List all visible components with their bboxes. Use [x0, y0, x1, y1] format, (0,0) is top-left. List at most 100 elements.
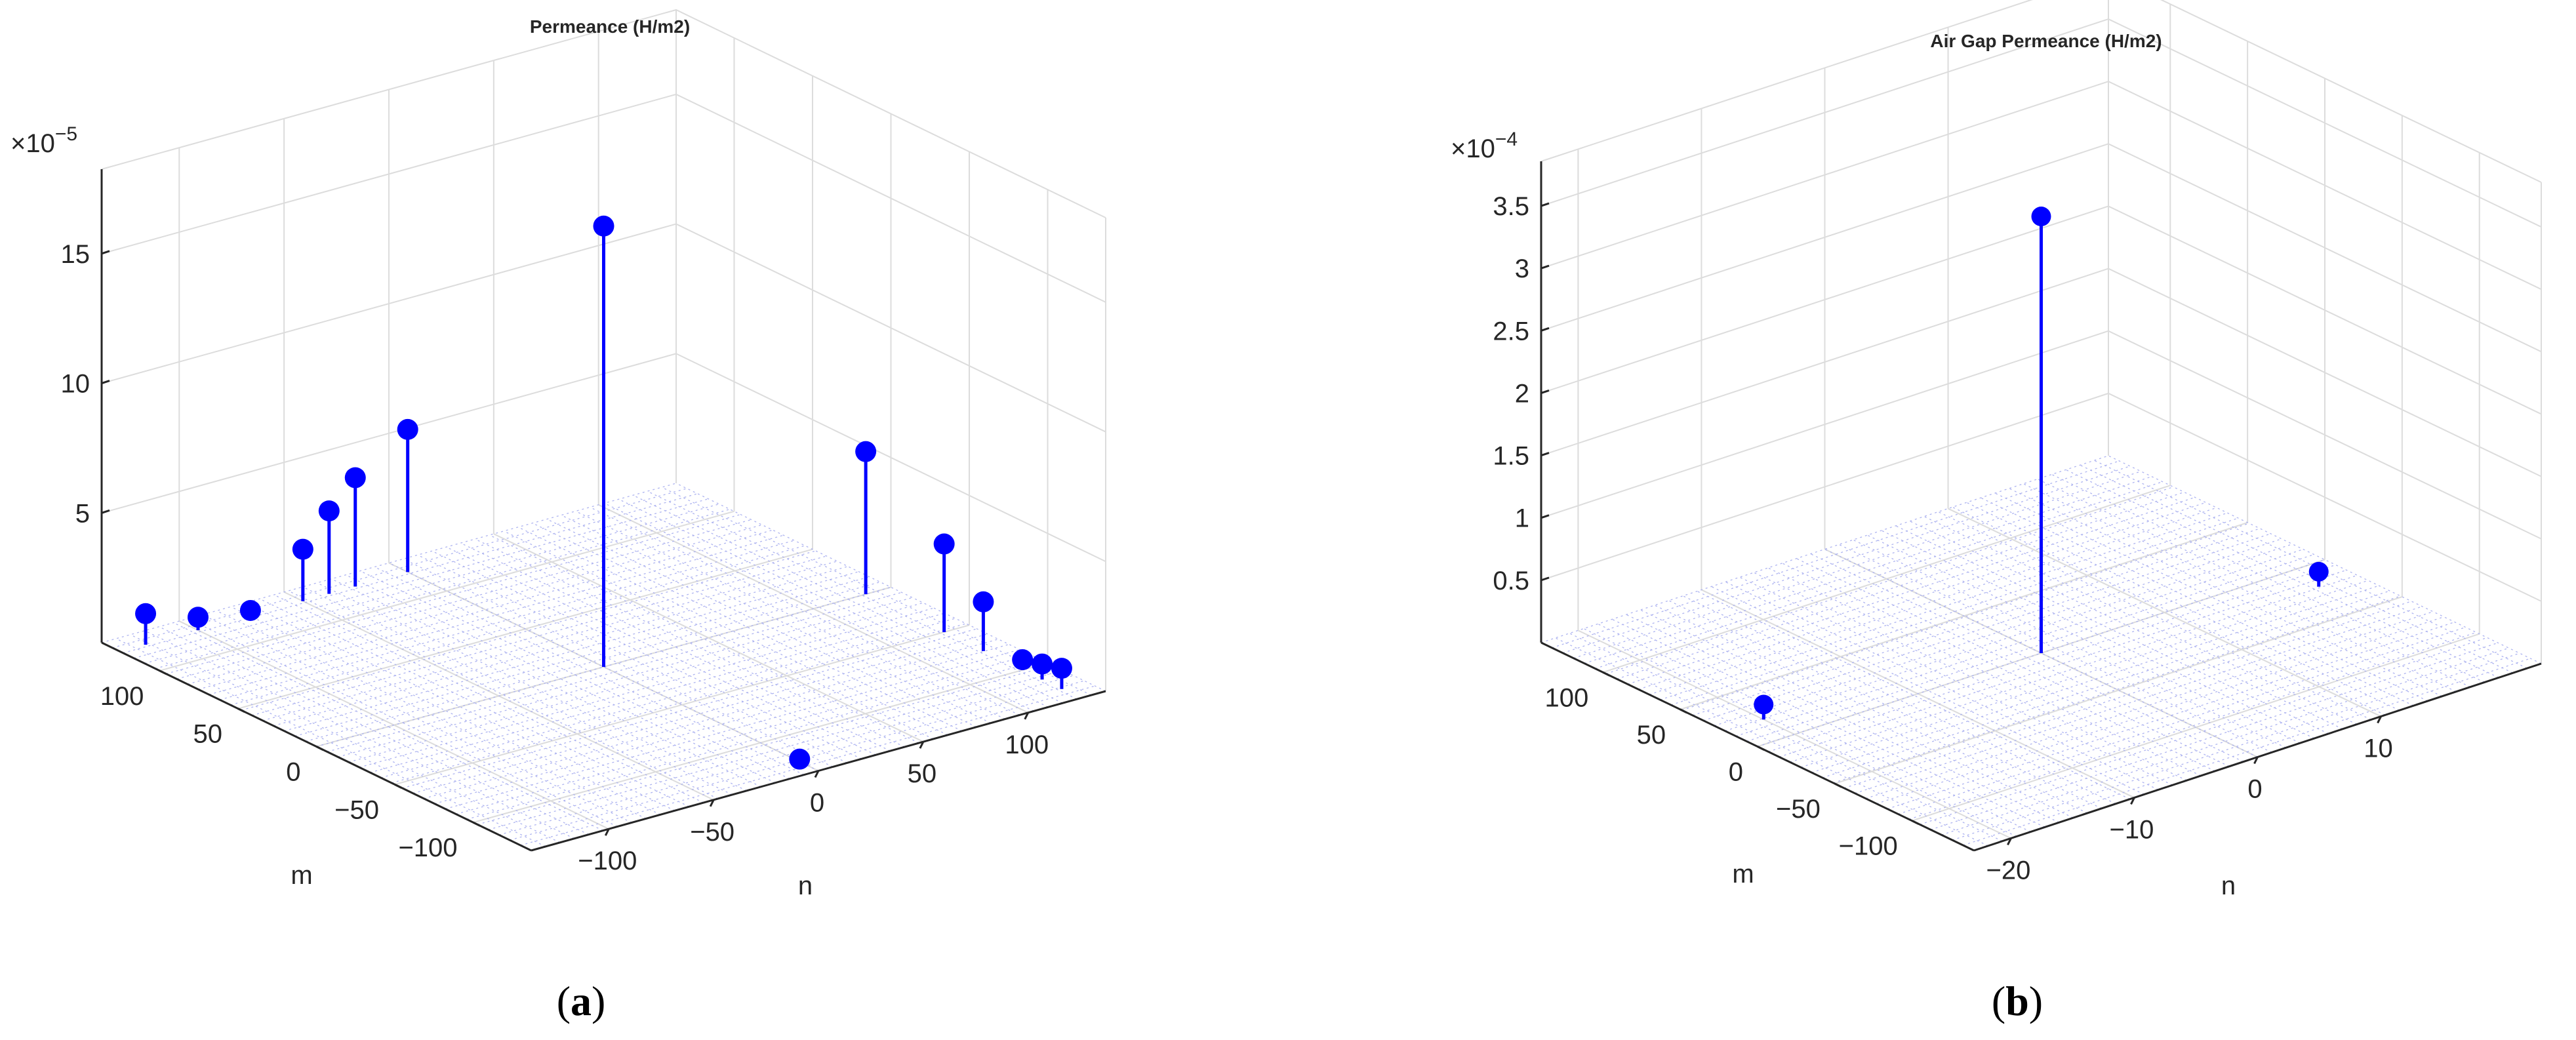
panel-a-stems — [135, 215, 1072, 770]
floor-mesh-line — [159, 626, 589, 835]
m-tick-mark — [1757, 746, 1765, 751]
z-tick-mark — [1540, 390, 1550, 394]
floor-mesh-line — [130, 634, 561, 843]
z-tick-label: 1.5 — [1493, 442, 1529, 471]
floor-gridline-n — [1948, 508, 2381, 717]
stem-marker — [2031, 207, 2051, 227]
stem-marker — [135, 603, 157, 624]
n-tick-mark — [814, 770, 820, 778]
stem-marker — [1032, 653, 1053, 675]
n-tick-label: −20 — [1986, 856, 2030, 885]
z-tick-label: 5 — [75, 499, 90, 528]
floor-mesh-line — [388, 562, 819, 772]
n-tick-label: −100 — [578, 847, 637, 875]
floor-mesh-line — [1938, 511, 2371, 721]
floor-mesh-line — [188, 618, 618, 828]
floor-mesh-line — [403, 558, 834, 768]
caption-b: (b) — [1992, 978, 2043, 1024]
z-tick-mark — [1540, 452, 1550, 457]
m-tick-label: 0 — [286, 758, 300, 787]
stem-marker — [318, 500, 340, 522]
floor-mesh-line — [1895, 525, 2329, 734]
z-tick-label: 0.5 — [1493, 567, 1529, 595]
floor-mesh-line — [517, 527, 948, 736]
floor-mesh-line — [230, 606, 661, 815]
floor-mesh-line — [546, 519, 977, 728]
n-tick-label: 10 — [2364, 734, 2393, 763]
stem-marker — [397, 418, 418, 440]
floor-mesh-line — [475, 538, 905, 748]
floor-mesh-line — [2023, 483, 2457, 692]
floor-mesh-line — [503, 530, 934, 740]
floor-mesh-line — [561, 515, 992, 724]
z-tick-label: 2 — [1515, 379, 1529, 408]
floor-mesh-line — [1682, 595, 2116, 805]
m-tick-mark — [159, 670, 167, 675]
floor-mesh-line — [245, 602, 675, 811]
n-tick-label: 0 — [2247, 775, 2262, 804]
m-tick-mark — [394, 784, 402, 789]
floor-mesh-line — [1838, 544, 2272, 753]
floor-mesh-line — [273, 594, 704, 803]
floor-mesh-line — [1569, 633, 2003, 842]
n-tick-label: 50 — [908, 759, 937, 788]
floor-mesh-line — [2108, 455, 2542, 664]
floor-mesh-line — [647, 490, 1077, 700]
floor-mesh-line — [2080, 464, 2514, 673]
stem-marker — [1012, 649, 1034, 671]
z-tick-label: 10 — [61, 370, 91, 399]
floor-mesh-line — [346, 574, 776, 784]
gridline-top — [1540, 0, 2542, 183]
panel-b-xlabel: m — [1732, 860, 1754, 889]
stem-marker — [292, 538, 313, 560]
m-tick-mark — [1834, 782, 1842, 788]
floor-mesh-line — [115, 638, 546, 847]
z-tick-label: 2.5 — [1493, 317, 1529, 346]
floor-mesh-line — [288, 590, 718, 799]
stem-marker — [855, 441, 877, 462]
floor-mesh-line — [633, 494, 1063, 704]
floor-mesh-line — [2094, 460, 2527, 669]
m-tick-mark — [1680, 708, 1687, 714]
floor-mesh-line — [1654, 605, 2088, 814]
floor-gridline-n — [493, 533, 924, 743]
floor-mesh-line — [144, 630, 574, 839]
m-tick-label: 100 — [1545, 683, 1589, 712]
floor-mesh-line — [302, 586, 733, 795]
floor-mesh-line — [1668, 600, 2102, 809]
n-tick-label: 0 — [810, 789, 824, 818]
m-tick-label: −50 — [334, 795, 379, 824]
floor-mesh-line — [417, 554, 848, 763]
floor-mesh-line — [1697, 591, 2131, 800]
z-tick-mark — [101, 250, 110, 255]
floor-gridline-n — [1577, 630, 2011, 839]
floor-mesh-line — [1725, 581, 2159, 790]
floor-mesh-line — [432, 550, 862, 759]
z-tick-mark — [1540, 576, 1550, 582]
floor-mesh-line — [1598, 623, 2031, 833]
floor-mesh-line — [1923, 516, 2358, 725]
floor-mesh-line — [1881, 530, 2315, 739]
floor-mesh-line — [446, 546, 876, 755]
m-tick-mark — [1602, 671, 1610, 677]
floor-mesh-line — [1810, 553, 2244, 763]
z-tick-label: 3.5 — [1493, 192, 1529, 221]
m-tick-label: −50 — [1776, 795, 1821, 824]
floor-mesh-line — [1640, 609, 2074, 818]
floor-mesh-line — [331, 578, 761, 788]
panel-b-title: Air Gap Permeance (H/m2) — [1930, 31, 2162, 51]
panel-b-air-gap-permeance: Air Gap Permeance (H/m2) ×10−4 100500−50… — [1451, 0, 2542, 900]
floor-mesh-line — [216, 610, 647, 819]
floor-mesh-line — [259, 598, 690, 807]
z-tick-mark — [1540, 264, 1550, 270]
floor-mesh-line — [1952, 506, 2386, 715]
floor-mesh-line — [1711, 586, 2144, 795]
floor-mesh-line — [359, 570, 790, 780]
panel-a-title: Permeance (H/m2) — [530, 16, 690, 37]
panel-b-stems — [1754, 207, 2329, 720]
m-tick-label: −100 — [398, 833, 457, 862]
panel-b-ylabel: n — [2221, 871, 2236, 900]
floor-mesh-line — [317, 582, 747, 791]
floor-mesh-line — [532, 523, 963, 732]
